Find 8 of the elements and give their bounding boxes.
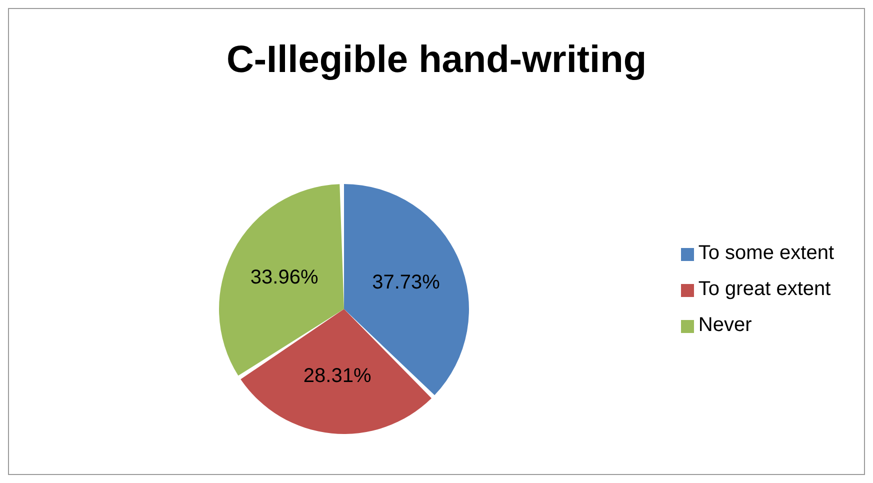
legend-label: Never bbox=[698, 314, 752, 336]
data-label: 37.73% bbox=[372, 271, 440, 294]
chart-title: C-Illegible hand-writing bbox=[225, 39, 648, 82]
data-label: 28.31% bbox=[303, 365, 372, 388]
legend-label: To some extent bbox=[698, 242, 834, 264]
pie-slice bbox=[240, 309, 432, 434]
data-label: 33.96% bbox=[250, 266, 318, 288]
legend-label: To great extent bbox=[698, 278, 831, 300]
